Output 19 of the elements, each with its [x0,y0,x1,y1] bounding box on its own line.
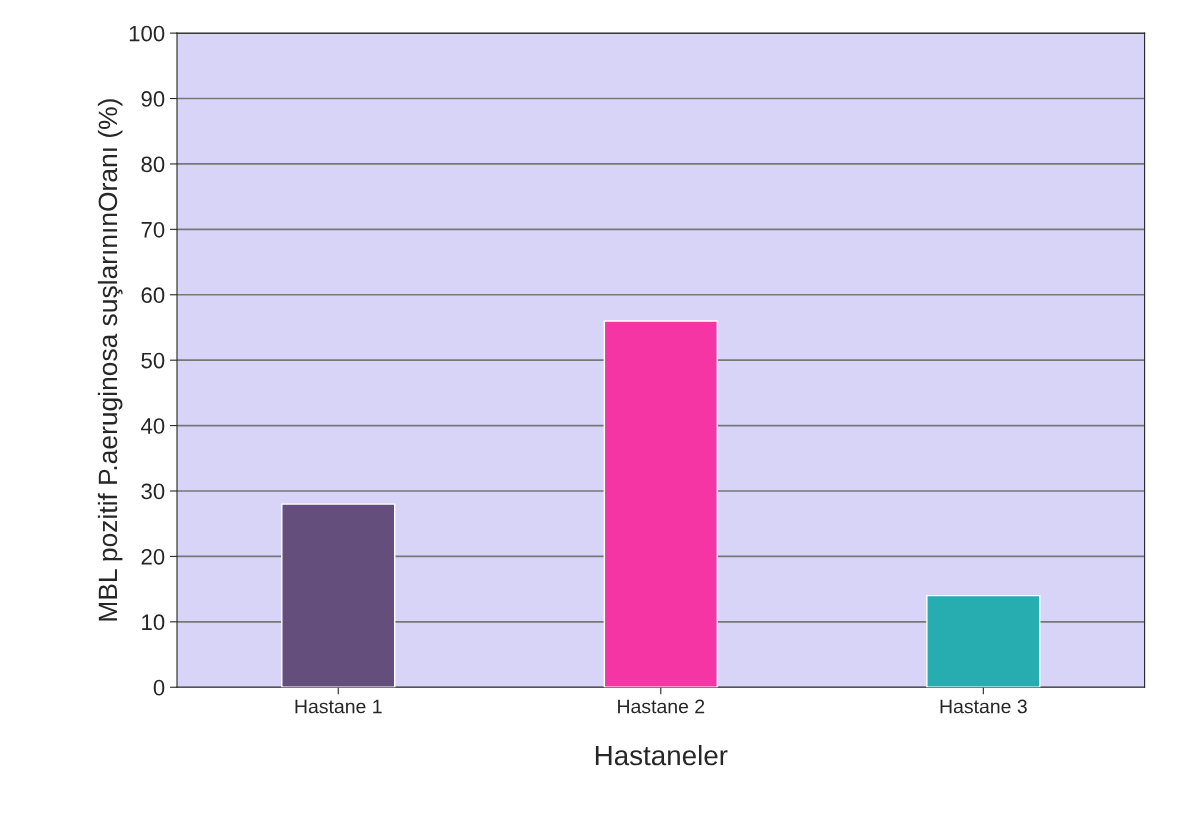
y-tick-label: 0 [153,679,165,696]
y-tick-label: 40 [140,418,165,434]
y-axis-title: MBL pozitif P.aeruginosa suşlarınınOranı (%) [97,99,123,621]
x-axis-title: Hastaneler [595,744,728,766]
y-tick-label: 50 [141,352,165,369]
bar [926,594,1041,688]
bar [281,503,396,688]
y-tick-label: 90 [141,91,165,107]
y-tick-label: 60 [141,287,165,304]
y-tick-label: 30 [141,483,165,500]
bar [603,320,718,688]
y-tick-label: 20 [141,548,165,565]
y-tick-label: 80 [141,156,165,173]
x-tick-label: Hastane 1 [295,699,382,714]
y-tick-label: 10 [142,614,165,631]
y-tick-label: 70 [141,221,165,238]
x-tick-label: Hastane 2 [618,699,705,714]
y-tick-label: 100 [129,25,165,42]
x-tick-label: Hastane 3 [940,699,1027,714]
